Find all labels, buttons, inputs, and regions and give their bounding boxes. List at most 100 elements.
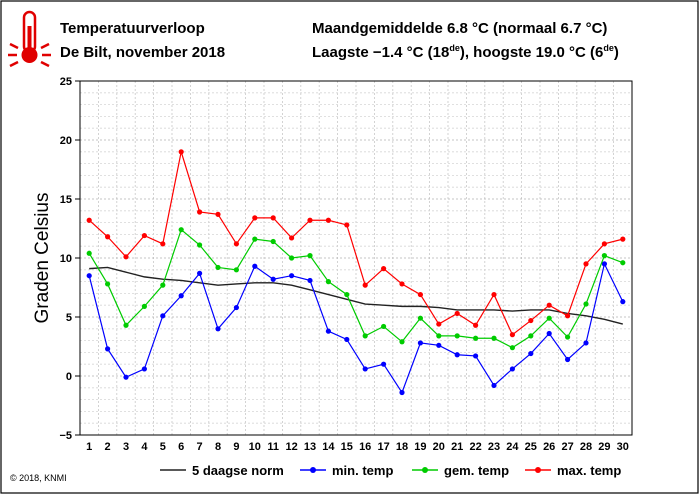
data-point-max-temp <box>178 149 184 155</box>
y-tick-label: 25 <box>60 76 72 88</box>
data-point-max-temp <box>105 234 111 240</box>
y-tick-label: 10 <box>60 253 72 265</box>
data-point-gem-temp <box>270 238 276 245</box>
y-ticks: −5 0 5 10 15 20 25 <box>59 76 80 442</box>
y-tick-label: −5 <box>59 430 72 442</box>
data-point-gem-temp <box>105 281 111 287</box>
x-tick-label: 19 <box>414 441 426 453</box>
x-tick-label: 8 <box>215 441 221 453</box>
data-point-max-temp <box>307 217 313 223</box>
x-tick-label: 1 <box>86 441 92 453</box>
x-tick-label: 10 <box>249 441 261 453</box>
legend-label-5-daagse-norm: 5 daagse norm <box>192 463 284 478</box>
y-axis-label: Graden Celsius <box>32 193 53 324</box>
data-point-min-temp <box>289 273 295 279</box>
data-point-min-temp <box>473 353 479 359</box>
series-line-max-temp <box>88 151 623 336</box>
data-point-max-temp <box>289 235 295 241</box>
data-point-min-temp <box>105 346 111 352</box>
x-tick-label: 17 <box>377 441 389 453</box>
data-point-gem-temp <box>86 250 92 256</box>
x-tick-label: 16 <box>359 441 371 453</box>
data-point-gem-temp <box>381 323 387 330</box>
data-point-max-temp <box>86 217 92 223</box>
data-point-gem-temp <box>436 333 442 339</box>
data-point-min-temp <box>307 277 313 284</box>
y-tick-label: 20 <box>60 135 72 147</box>
data-point-gem-temp <box>491 335 497 341</box>
data-point-min-temp <box>381 361 387 367</box>
data-point-gem-temp <box>417 315 423 321</box>
data-point-min-temp <box>417 340 423 346</box>
data-point-gem-temp <box>123 322 129 328</box>
data-point-min-temp <box>601 261 608 267</box>
data-point-max-temp <box>252 215 258 221</box>
series-line-min-temp <box>88 262 624 394</box>
x-tick-label: 24 <box>506 441 519 453</box>
data-point-gem-temp <box>565 334 571 340</box>
data-point-max-temp <box>583 261 589 267</box>
data-point-min-temp <box>454 352 460 358</box>
data-point-min-temp <box>399 389 405 396</box>
data-point-gem-temp <box>546 315 552 321</box>
copyright: © 2018, KNMI <box>10 473 67 483</box>
data-point-min-temp <box>344 336 350 343</box>
x-tick-label: 21 <box>451 441 463 453</box>
x-tick-label: 14 <box>322 441 335 453</box>
data-point-min-temp <box>86 273 92 279</box>
data-point-min-temp <box>197 270 203 276</box>
x-tick-label: 30 <box>617 441 629 453</box>
data-point-min-temp <box>141 366 147 372</box>
x-tick-label: 11 <box>267 441 279 453</box>
data-point-gem-temp <box>197 242 203 248</box>
data-point-max-temp <box>454 310 460 317</box>
x-tick-label: 25 <box>525 441 537 453</box>
x-tick-label: 27 <box>561 441 573 453</box>
data-point-max-temp <box>123 254 129 260</box>
data-point-min-temp <box>178 293 184 299</box>
data-point-max-temp <box>197 209 203 215</box>
data-point-max-temp <box>565 313 571 319</box>
data-point-gem-temp <box>509 345 515 351</box>
data-point-max-temp <box>491 291 497 298</box>
data-point-min-temp <box>325 328 331 334</box>
legend-marker-min-temp <box>310 467 316 473</box>
data-point-max-temp <box>601 241 608 247</box>
data-point-min-temp <box>160 313 166 319</box>
data-point-gem-temp <box>178 227 184 233</box>
data-point-min-temp <box>509 366 515 372</box>
data-point-min-temp <box>620 299 626 305</box>
legend-label-min-temp: min. temp <box>332 463 393 478</box>
x-tick-label: 9 <box>233 441 239 453</box>
data-point-max-temp <box>546 302 552 308</box>
x-tick-label: 3 <box>123 441 129 453</box>
legend-label-max-temp: max. temp <box>557 463 621 478</box>
legend-label-gem-temp: gem. temp <box>444 463 509 478</box>
data-point-gem-temp <box>160 282 166 288</box>
legend-marker-gem-temp <box>422 467 428 473</box>
data-point-gem-temp <box>233 267 239 273</box>
data-point-min-temp <box>583 340 589 346</box>
y-tick-label: 15 <box>60 194 72 206</box>
x-tick-label: 18 <box>396 441 408 453</box>
data-point-max-temp <box>362 282 368 288</box>
chart-subtitle: De Bilt, november 2018 <box>60 44 225 61</box>
data-point-gem-temp <box>620 260 626 266</box>
x-tick-label: 13 <box>304 441 316 453</box>
x-tick-label: 15 <box>341 441 353 453</box>
data-point-min-temp <box>528 350 534 357</box>
data-point-min-temp <box>362 366 368 372</box>
data-point-min-temp <box>546 330 552 337</box>
y-tick-label: 0 <box>66 371 72 383</box>
data-point-gem-temp <box>528 333 534 339</box>
data-point-max-temp <box>399 281 405 287</box>
x-tick-label: 6 <box>178 441 184 453</box>
data-point-max-temp <box>436 321 442 327</box>
data-point-min-temp <box>565 356 571 363</box>
data-point-min-temp <box>123 374 129 380</box>
data-point-max-temp <box>620 236 626 242</box>
x-tick-label: 20 <box>433 441 445 453</box>
data-point-gem-temp <box>252 236 258 242</box>
data-point-min-temp <box>233 304 239 311</box>
